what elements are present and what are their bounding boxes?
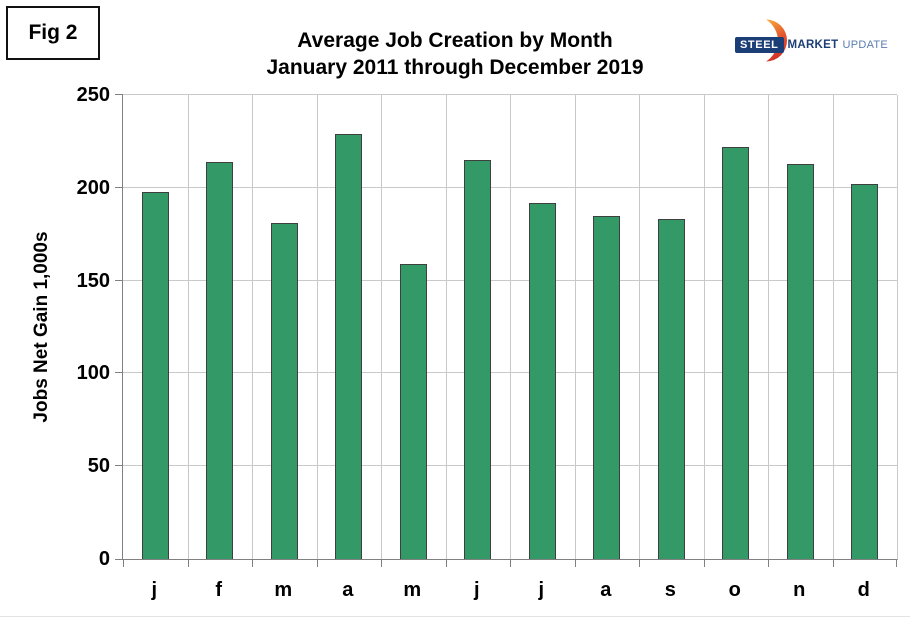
y-axis-tick <box>115 465 123 467</box>
x-axis-tick <box>896 559 897 567</box>
bar-d-12 <box>851 184 879 559</box>
x-gridline <box>252 95 253 559</box>
x-axis-tick <box>639 559 640 567</box>
y-tick-label: 200 <box>76 176 110 199</box>
x-axis-tick <box>704 559 705 567</box>
x-tick-label: m <box>403 579 422 601</box>
y-axis-tick <box>115 94 123 95</box>
y-axis-tick <box>115 186 123 188</box>
x-gridline <box>575 95 576 559</box>
bar-m-5 <box>399 263 427 559</box>
x-axis-tick <box>575 559 576 567</box>
steel-market-update-logo: STEEL MARKET UPDATE <box>735 17 888 63</box>
bar-a-8 <box>593 215 621 559</box>
bar-j-7 <box>528 202 556 559</box>
x-tick-label: s <box>664 579 676 601</box>
y-axis-title: Jobs Net Gain 1,000s <box>31 231 52 423</box>
y-axis-tick <box>115 559 123 560</box>
x-tick-label: n <box>793 579 806 601</box>
x-gridline <box>704 95 705 559</box>
y-axis-tick <box>115 372 123 374</box>
x-axis-tick <box>188 559 189 567</box>
x-gridline <box>768 95 769 559</box>
x-axis-tick <box>381 559 382 567</box>
x-axis-tick <box>317 559 318 567</box>
bar-n-11 <box>786 163 814 559</box>
y-tick-label: 0 <box>98 548 110 570</box>
x-gridline <box>510 95 511 559</box>
bar-j-1 <box>141 191 169 559</box>
logo-steel-badge: STEEL <box>735 37 785 53</box>
x-tick-label: a <box>342 579 354 601</box>
x-gridline <box>639 95 640 559</box>
chart-plot-area <box>115 94 898 567</box>
x-gridline <box>833 95 834 559</box>
x-tick-label: d <box>857 579 870 601</box>
x-axis-tick <box>510 559 511 567</box>
x-gridline <box>317 95 318 559</box>
x-tick-label: o <box>728 579 741 601</box>
figure-label-box: Fig 2 <box>6 6 100 60</box>
x-axis-tick <box>446 559 447 567</box>
x-tick-label: j <box>151 579 158 601</box>
bar-j-6 <box>464 159 492 559</box>
x-gridline <box>381 95 382 559</box>
y-gridline <box>123 94 897 95</box>
y-axis-tick <box>115 279 123 281</box>
y-tick-label: 250 <box>76 84 110 106</box>
x-tick-label: j <box>538 579 545 601</box>
y-tick-label: 100 <box>76 362 110 385</box>
logo-text: STEEL MARKET UPDATE <box>735 37 888 53</box>
chart-subtitle: January 2011 through December 2019 <box>266 56 644 79</box>
x-tick-label: f <box>215 579 223 601</box>
chart-title-block: Average Job Creation by Month January 20… <box>0 27 910 81</box>
chart-title: Average Job Creation by Month <box>297 29 613 52</box>
bar-m-3 <box>270 223 298 559</box>
y-tick-label: 150 <box>76 269 110 292</box>
x-axis-tick <box>252 559 253 567</box>
logo-market-text: MARKET <box>787 39 839 51</box>
x-axis-tick <box>768 559 769 567</box>
x-gridline <box>446 95 447 559</box>
x-tick-label: a <box>600 579 612 601</box>
x-gridline <box>188 95 189 559</box>
x-axis-tick <box>123 559 124 567</box>
bar-a-4 <box>335 133 363 559</box>
x-tick-label: j <box>473 579 480 601</box>
bar-o-10 <box>722 146 750 559</box>
bottom-divider <box>0 616 910 617</box>
y-tick-label: 50 <box>87 455 110 478</box>
x-axis-tick <box>833 559 834 567</box>
bar-f-2 <box>206 161 234 559</box>
figure-label: Fig 2 <box>28 21 78 44</box>
logo-update-text: UPDATE <box>842 39 889 51</box>
x-tick-label: m <box>274 579 293 601</box>
bar-s-9 <box>657 219 685 559</box>
